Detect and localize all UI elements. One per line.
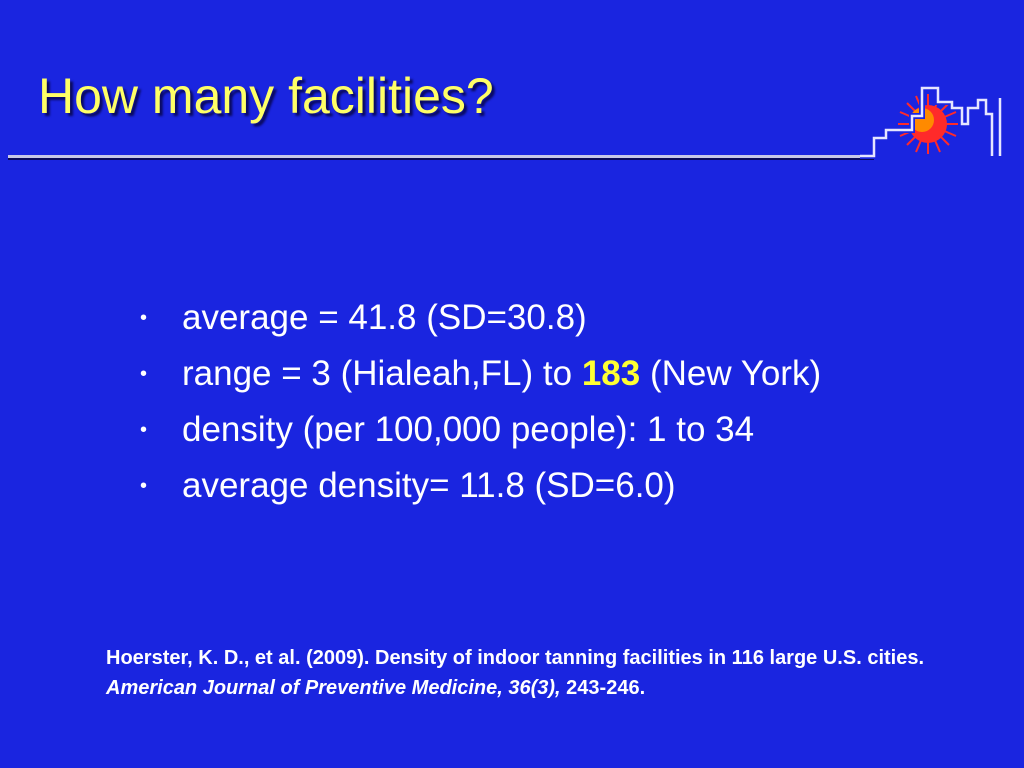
bullet-text: average = 41.8 (SD=30.8) <box>182 298 587 337</box>
city-skyline-sun-icon <box>860 85 1003 159</box>
title-rule-shadow <box>8 158 874 160</box>
citation-journal: American Journal of Preventive Medicine,… <box>106 677 561 699</box>
title-rule <box>8 155 874 158</box>
citation-pages: 243-246. <box>560 677 646 699</box>
bullet-list: • average = 41.8 (SD=30.8) • range = 3 (… <box>140 290 821 514</box>
bullet-average-density: • average density= 11.8 (SD=6.0) <box>140 458 821 514</box>
bullet-text: average density= 11.8 (SD=6.0) <box>182 466 676 505</box>
citation-authors: Hoerster, K. D., et al. (2009). Density … <box>106 647 925 669</box>
bullet-density: • density (per 100,000 people): 1 to 34 <box>140 402 821 458</box>
skyline-outline-icon <box>860 86 1002 158</box>
highlight-value: 183 <box>581 354 641 393</box>
bullet-text-post: (New York) <box>640 354 822 393</box>
bullet-range: • range = 3 (Hialeah,FL) to 183 (New Yor… <box>140 346 821 402</box>
citation: Hoerster, K. D., et al. (2009). Density … <box>106 643 976 703</box>
bullet-marker: • <box>140 307 148 329</box>
bullet-average: • average = 41.8 (SD=30.8) <box>140 290 821 346</box>
bullet-text: density (per 100,000 people): 1 to 34 <box>182 410 755 449</box>
bullet-marker: • <box>140 419 148 441</box>
bullet-marker: • <box>140 363 148 385</box>
bullet-marker: • <box>140 475 148 497</box>
slide-title: How many facilities? <box>38 68 494 124</box>
bullet-text-pre: range = 3 (Hialeah,FL) to <box>182 354 582 393</box>
